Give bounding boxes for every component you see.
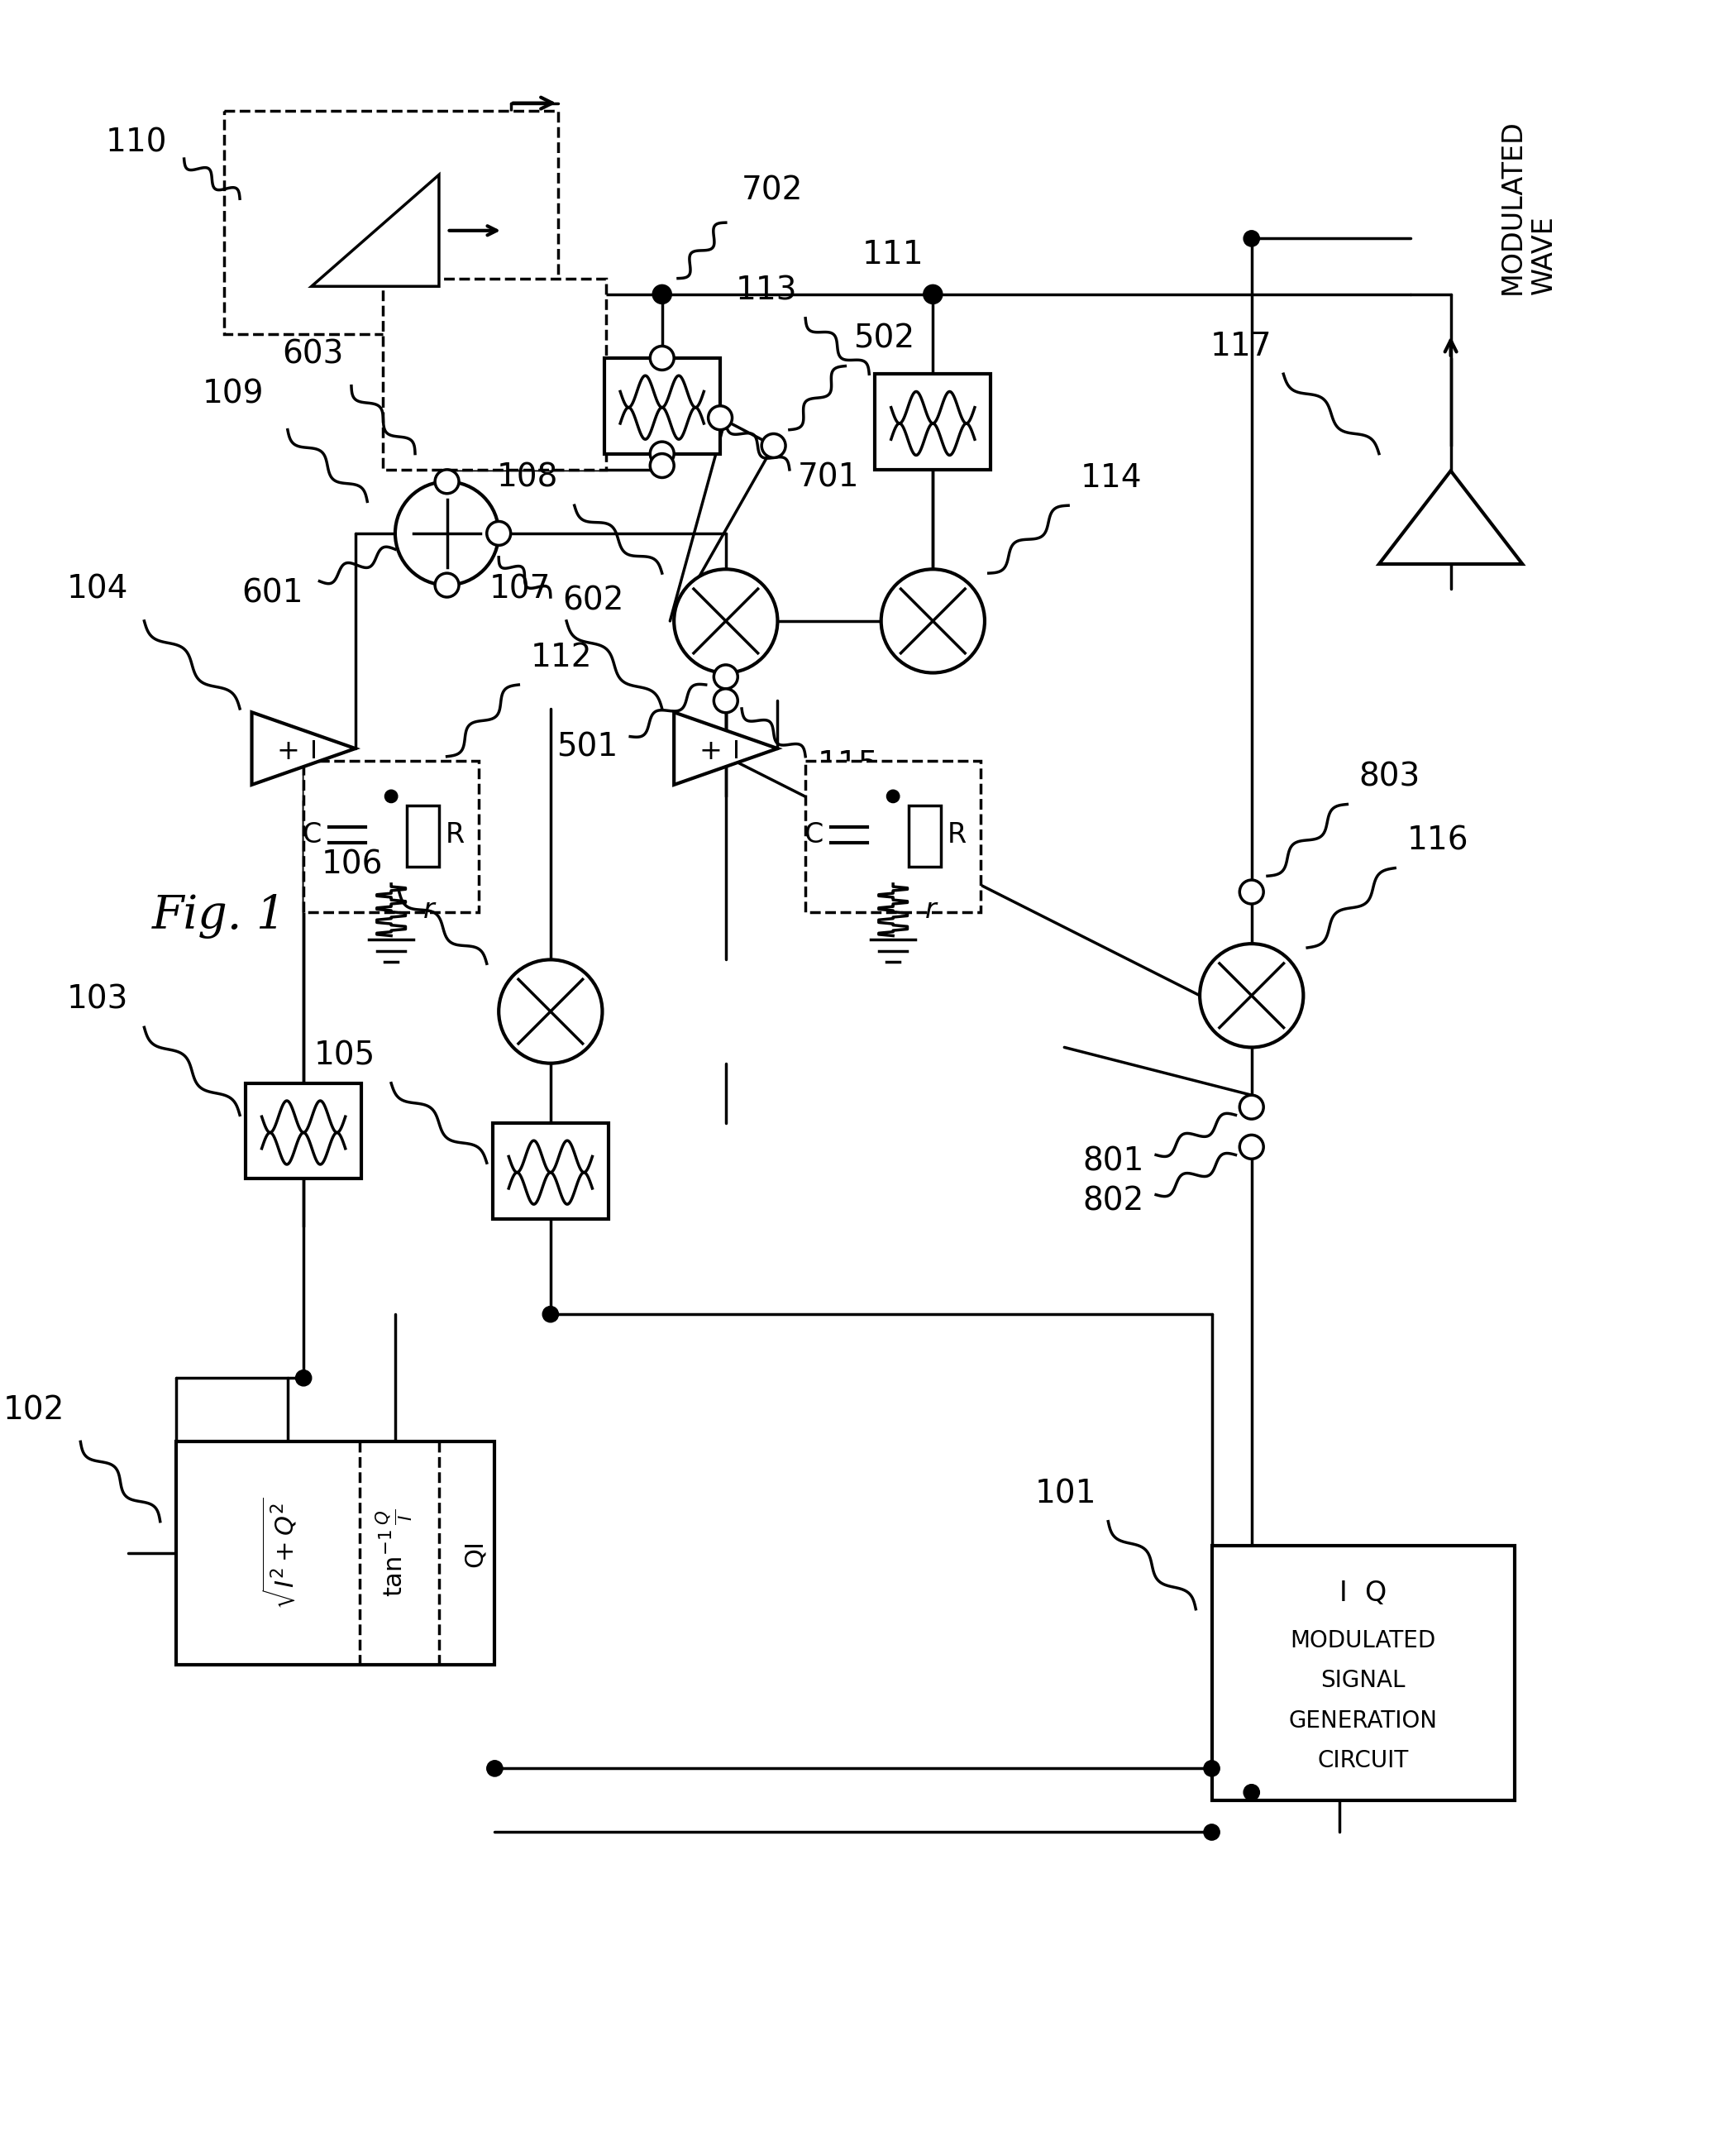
FancyBboxPatch shape	[492, 1123, 608, 1218]
Circle shape	[653, 285, 672, 304]
Text: +: +	[699, 737, 721, 765]
Text: 101: 101	[1034, 1479, 1095, 1509]
Text: 103: 103	[67, 983, 128, 1015]
Text: I: I	[733, 740, 740, 763]
Text: +: +	[277, 737, 299, 765]
Circle shape	[1239, 1134, 1263, 1160]
Circle shape	[499, 959, 602, 1063]
FancyBboxPatch shape	[176, 1442, 494, 1664]
Polygon shape	[1379, 470, 1523, 565]
FancyBboxPatch shape	[246, 1082, 361, 1179]
Text: R: R	[446, 821, 465, 847]
Text: 109: 109	[202, 379, 263, 410]
Circle shape	[762, 433, 786, 457]
Polygon shape	[251, 711, 355, 785]
Text: 702: 702	[742, 175, 803, 207]
Text: 603: 603	[282, 338, 344, 371]
Circle shape	[714, 664, 738, 688]
FancyBboxPatch shape	[383, 278, 607, 470]
Text: r: r	[424, 897, 434, 923]
Text: 114: 114	[1080, 461, 1142, 494]
Text: 501: 501	[557, 731, 619, 763]
Circle shape	[1239, 880, 1263, 903]
Circle shape	[296, 1369, 311, 1386]
Text: 105: 105	[314, 1039, 376, 1072]
Circle shape	[487, 1761, 502, 1777]
Text: SIGNAL: SIGNAL	[1321, 1669, 1405, 1692]
Circle shape	[708, 405, 731, 429]
Circle shape	[436, 470, 460, 494]
Text: CIRCUIT: CIRCUIT	[1318, 1749, 1408, 1772]
Text: 801: 801	[1082, 1145, 1143, 1177]
Text: 502: 502	[853, 323, 914, 354]
Circle shape	[887, 789, 899, 802]
Circle shape	[385, 789, 398, 802]
Text: C: C	[302, 821, 321, 847]
Text: R: R	[947, 821, 966, 847]
Text: C: C	[803, 821, 824, 847]
FancyBboxPatch shape	[1212, 1546, 1514, 1800]
Text: GENERATION: GENERATION	[1289, 1710, 1437, 1731]
Circle shape	[1239, 1095, 1263, 1119]
Circle shape	[1203, 1824, 1220, 1841]
Text: 111: 111	[863, 239, 925, 270]
Text: 102: 102	[3, 1395, 65, 1425]
Circle shape	[395, 481, 499, 584]
FancyBboxPatch shape	[407, 806, 439, 867]
Polygon shape	[311, 175, 439, 287]
Text: Fig. 1: Fig. 1	[152, 893, 287, 938]
FancyBboxPatch shape	[875, 373, 991, 470]
Circle shape	[923, 285, 942, 304]
Circle shape	[649, 453, 673, 479]
Circle shape	[542, 1307, 559, 1322]
Text: 803: 803	[1359, 761, 1420, 793]
Circle shape	[714, 688, 738, 714]
FancyBboxPatch shape	[224, 112, 559, 334]
Text: 104: 104	[67, 573, 128, 606]
FancyBboxPatch shape	[304, 761, 479, 912]
Text: 115: 115	[817, 748, 878, 780]
Text: 116: 116	[1407, 824, 1468, 856]
Circle shape	[882, 569, 984, 673]
Text: $\tan^{-1}\frac{Q}{I}$: $\tan^{-1}\frac{Q}{I}$	[376, 1509, 415, 1598]
Circle shape	[673, 569, 778, 673]
Circle shape	[1244, 1785, 1260, 1800]
Text: 106: 106	[321, 849, 383, 880]
Text: 113: 113	[737, 274, 798, 306]
Text: I  Q: I Q	[1340, 1580, 1386, 1606]
Text: 112: 112	[530, 640, 593, 673]
Text: MODULATED
WAVE: MODULATED WAVE	[1499, 119, 1557, 295]
Text: MODULATED: MODULATED	[1290, 1630, 1436, 1651]
Circle shape	[1200, 944, 1304, 1048]
FancyBboxPatch shape	[805, 761, 981, 912]
Circle shape	[649, 442, 673, 466]
Text: 802: 802	[1082, 1186, 1143, 1216]
FancyBboxPatch shape	[909, 806, 942, 867]
Text: QI: QI	[463, 1539, 487, 1567]
Text: $\sqrt{I^2+Q^2}$: $\sqrt{I^2+Q^2}$	[261, 1496, 299, 1608]
Polygon shape	[673, 711, 778, 785]
Text: 110: 110	[106, 127, 167, 160]
Text: 107: 107	[489, 573, 550, 606]
Circle shape	[487, 522, 511, 545]
Text: 602: 602	[562, 586, 624, 617]
Circle shape	[1203, 1761, 1220, 1777]
Circle shape	[649, 347, 673, 371]
Circle shape	[1244, 231, 1260, 246]
Text: 108: 108	[497, 461, 559, 494]
Text: 701: 701	[798, 461, 860, 494]
Text: 117: 117	[1210, 330, 1271, 362]
Text: I: I	[311, 740, 318, 763]
Text: 601: 601	[243, 578, 304, 608]
Text: r: r	[925, 897, 937, 923]
FancyBboxPatch shape	[605, 358, 719, 453]
Circle shape	[436, 573, 460, 597]
